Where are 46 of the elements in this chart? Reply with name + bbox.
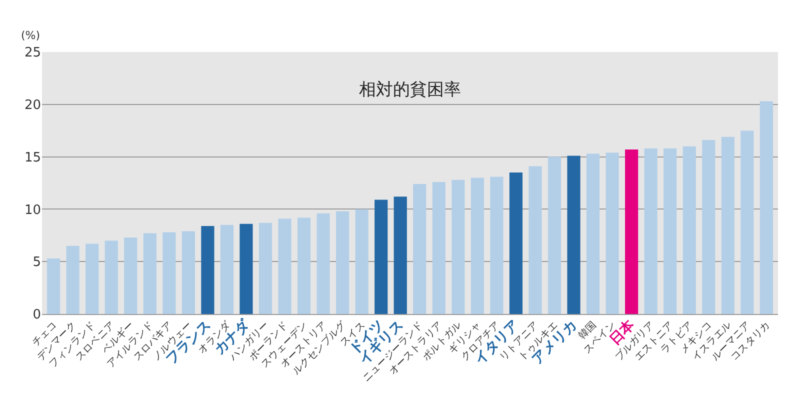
- bar: [201, 226, 214, 314]
- y-tick-label: 10: [24, 202, 41, 218]
- bar: [567, 156, 580, 314]
- y-tick-label: 25: [24, 46, 41, 61]
- y-tick-label: 15: [24, 150, 41, 166]
- bar: [104, 240, 118, 314]
- bar: [336, 211, 350, 314]
- bar: [258, 222, 272, 314]
- bar: [316, 213, 330, 314]
- bar: [240, 224, 253, 314]
- bar: [162, 232, 176, 314]
- bar: [297, 218, 311, 314]
- bar: [721, 136, 734, 314]
- bar: [606, 152, 619, 314]
- bar: [586, 154, 600, 314]
- bar: [143, 233, 156, 314]
- bar: [702, 140, 716, 314]
- bar: [528, 166, 542, 314]
- bar: [682, 146, 696, 314]
- bar: [124, 238, 138, 314]
- bar: [355, 209, 368, 314]
- bar: [278, 218, 292, 314]
- bar: [452, 180, 465, 314]
- bar: [470, 178, 484, 314]
- bar: [182, 231, 195, 314]
- bar: [220, 224, 234, 314]
- bar: [413, 184, 426, 314]
- bar: [432, 182, 446, 314]
- bar: [625, 149, 638, 314]
- bar: [760, 101, 773, 314]
- bar: [490, 176, 504, 314]
- bar: [47, 258, 60, 314]
- y-axis-title: (%): [21, 29, 40, 42]
- bar: [740, 130, 754, 314]
- bar: [394, 196, 407, 314]
- y-tick-label: 20: [24, 98, 41, 113]
- bar: [374, 200, 388, 314]
- y-tick-label: 5: [32, 255, 41, 270]
- bar: [66, 246, 80, 314]
- bar: [86, 244, 99, 314]
- bar: [509, 172, 523, 314]
- bar: [644, 148, 658, 314]
- bar: [548, 156, 562, 314]
- text: 相対的貧困率: [359, 80, 461, 100]
- y-tick-label: 0: [32, 308, 41, 323]
- bar: [664, 148, 677, 314]
